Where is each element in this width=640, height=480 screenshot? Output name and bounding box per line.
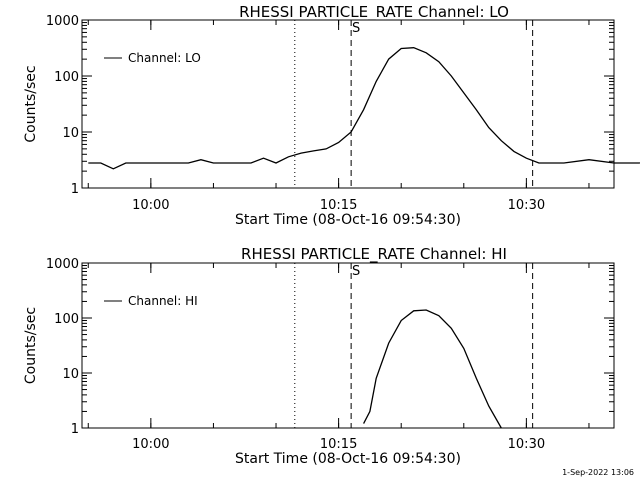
y-tick-label: 1000 [46,14,79,29]
chart-title: RHESSI PARTICLE_RATE Channel: LO [239,3,509,22]
y-tick-label: 10 [62,126,79,141]
y-tick-label: 1000 [46,257,79,272]
legend-label: Channel: HI [128,294,198,308]
x-tick-label: 10:30 [508,437,545,452]
y-tick-label: 100 [54,312,79,327]
x-tick-label: 10:30 [508,198,545,213]
series-line [88,47,640,170]
x-axis-label: Start Time (08-Oct-16 09:54:30) [235,212,461,228]
x-axis-label: Start Time (08-Oct-16 09:54:30) [235,451,461,467]
x-tick-label: 10:15 [320,437,357,452]
plot-frame [81,262,615,429]
y-tick-label: 1 [71,182,79,197]
y-axis-label: Counts/sec [23,307,39,384]
chart-title: RHESSI PARTICLE_RATE Channel: HI [241,245,507,264]
chart-panel-2: RHESSI PARTICLE_RATE Channel: HI 1 10 100 10… [23,245,615,467]
footer-date: 1-Sep-2022 13:06 [562,468,634,477]
x-tick-label: 10:00 [132,437,169,452]
chart-panel-1: RHESSI PARTICLE_RATE Channel: LO 1 10 100 10… [23,3,640,228]
y-axis-label: Counts/sec [23,65,39,142]
x-tick-label: 10:00 [132,198,169,213]
time-marker-label: S [352,21,360,36]
y-tick-label: 100 [54,70,79,85]
legend-label: Channel: LO [128,51,201,65]
plot-frame [81,19,615,189]
y-tick-label: 10 [62,367,79,382]
time-marker-label: S [352,264,360,279]
x-tick-label: 10:15 [320,198,357,213]
y-tick-label: 1 [71,422,79,437]
series-line [363,309,502,429]
